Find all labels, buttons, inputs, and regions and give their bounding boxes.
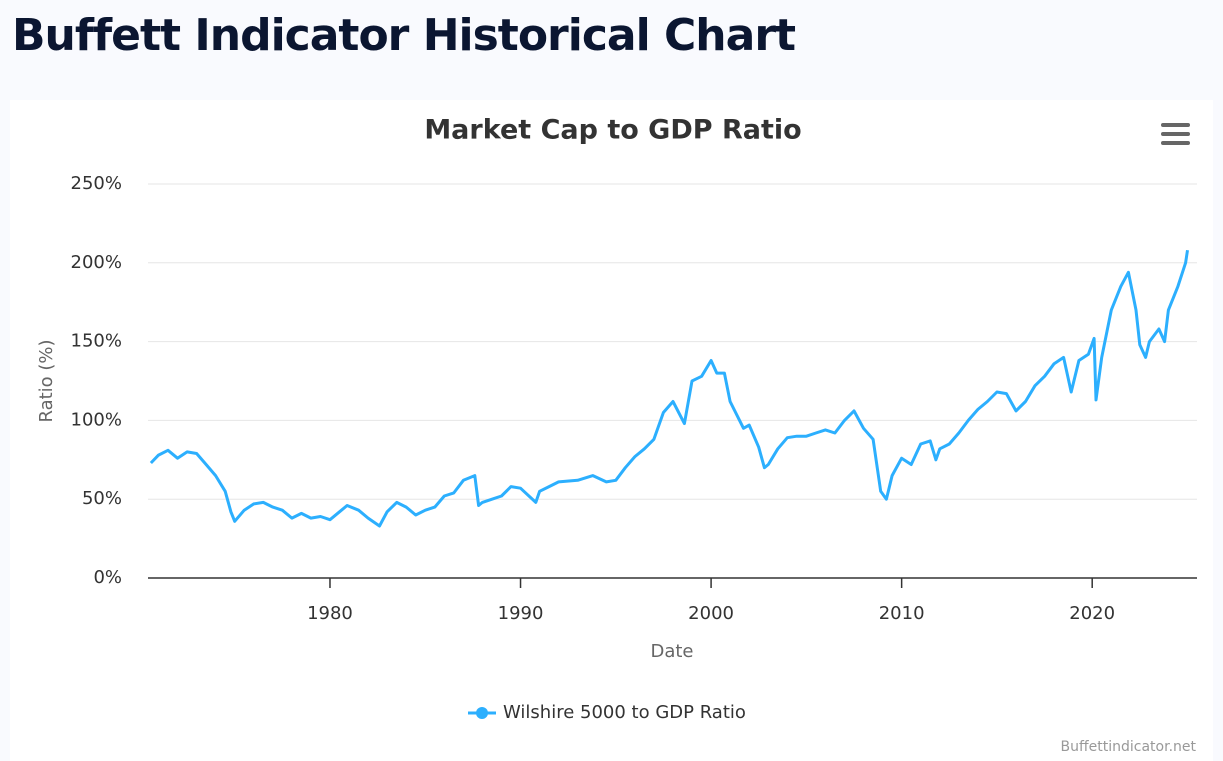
y-tick-label: 250% <box>71 173 122 194</box>
x-tick-label: 2020 <box>1069 603 1115 624</box>
chart-title: Market Cap to GDP Ratio <box>424 115 801 146</box>
y-tick-label: 100% <box>71 409 122 430</box>
x-tick-label: 1990 <box>498 603 544 624</box>
x-axis-title: Date <box>650 641 693 662</box>
menu-bar[interactable] <box>1161 123 1190 127</box>
y-tick-label: 150% <box>71 331 122 352</box>
menu-bar[interactable] <box>1161 132 1190 136</box>
menu-button[interactable] <box>1161 123 1190 145</box>
x-tick-label: 2000 <box>688 603 734 624</box>
data-line <box>149 249 1189 528</box>
x-tick-label: 2010 <box>879 603 925 624</box>
y-tick-label: 0% <box>93 567 122 588</box>
credits[interactable]: Buffettindicator.net <box>1061 739 1197 755</box>
y-tick-label: 50% <box>82 488 122 509</box>
page-heading: Buffett Indicator Historical Chart <box>12 10 796 61</box>
y-axis-title: Ratio (%) <box>36 339 57 422</box>
chart-card <box>10 100 1213 761</box>
legend-symbol[interactable] <box>476 707 488 719</box>
legend-label[interactable]: Wilshire 5000 to GDP Ratio <box>503 702 746 723</box>
y-tick-label: 200% <box>71 252 122 273</box>
x-tick-label: 1980 <box>307 603 353 624</box>
menu-bar[interactable] <box>1161 141 1190 145</box>
